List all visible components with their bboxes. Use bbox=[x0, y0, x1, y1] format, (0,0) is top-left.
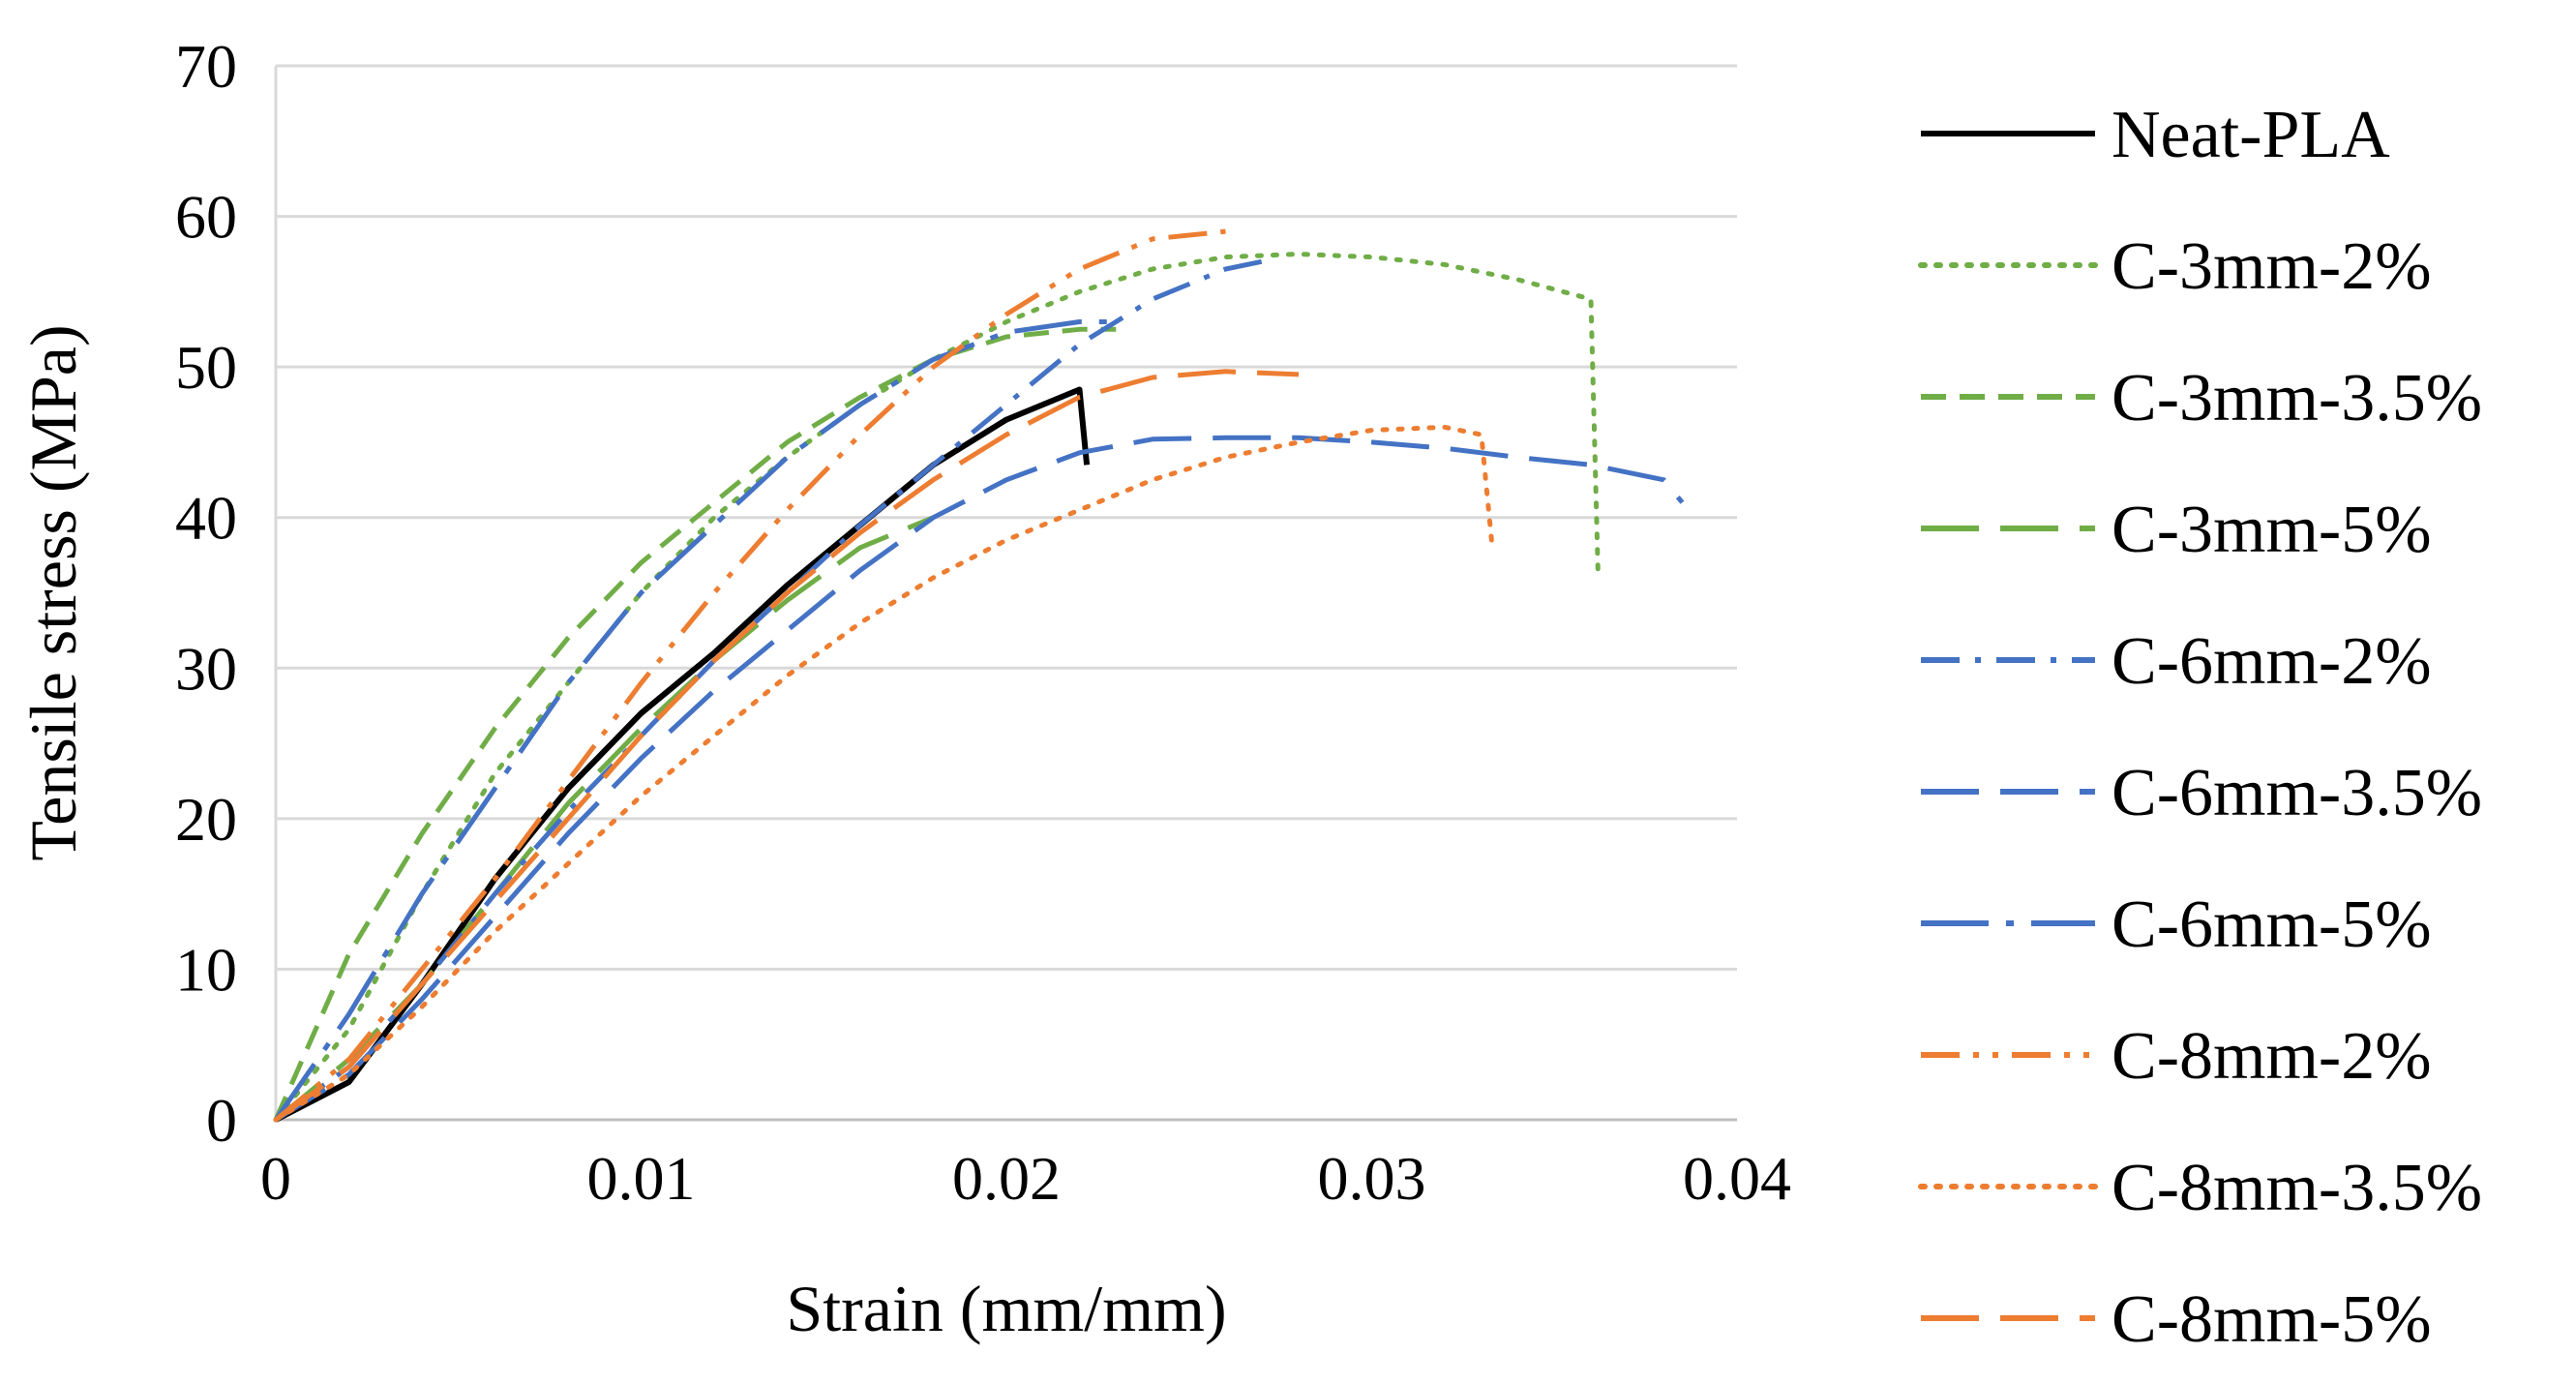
legend-label-8: C-8mm-3.5% bbox=[2112, 1151, 2482, 1225]
y-tick-label: 10 bbox=[175, 935, 237, 1004]
legend-label-5: C-6mm-3.5% bbox=[2112, 756, 2482, 830]
y-axis-label: Tensile stress (MPa) bbox=[16, 324, 90, 860]
y-tick-label: 70 bbox=[175, 32, 237, 101]
y-tick-label: 20 bbox=[175, 785, 237, 854]
series-line-1 bbox=[273, 252, 1601, 1123]
y-tick-label: 50 bbox=[175, 333, 237, 402]
legend-label-6: C-6mm-5% bbox=[2112, 888, 2432, 962]
axes bbox=[274, 66, 1737, 1122]
y-tick-label: 30 bbox=[175, 634, 237, 703]
x-tick-label: 0 bbox=[260, 1144, 291, 1213]
grid-lines bbox=[276, 64, 1737, 971]
y-tick-label: 0 bbox=[206, 1086, 237, 1155]
legend: Neat-PLA C-3mm-2% C-3mm-3.5% C-3mm-5% C-6mm-… bbox=[1918, 98, 2482, 1357]
series-line-6 bbox=[273, 319, 1117, 1122]
y-tick-label: 40 bbox=[175, 484, 237, 553]
series-line-2 bbox=[273, 326, 1117, 1122]
legend-label-4: C-6mm-2% bbox=[2112, 624, 2432, 699]
tick-labels: 0 10 20 30 40 50 60 70 0 0.01 0.02 0.03 0.04 bbox=[175, 32, 1791, 1213]
series-line-5 bbox=[274, 435, 1685, 1123]
series-lines bbox=[273, 228, 1685, 1123]
y-tick-label: 60 bbox=[175, 183, 237, 252]
x-tick-label: 0.01 bbox=[587, 1144, 696, 1213]
x-tick-label: 0.02 bbox=[952, 1144, 1061, 1213]
x-tick-label: 0.03 bbox=[1318, 1144, 1426, 1213]
legend-label-0: Neat-PLA bbox=[2112, 98, 2390, 172]
legend-label-3: C-3mm-5% bbox=[2112, 493, 2432, 567]
legend-label-9: C-8mm-5% bbox=[2112, 1282, 2432, 1357]
series-line-7 bbox=[274, 228, 1226, 1122]
x-tick-label: 0.04 bbox=[1683, 1144, 1791, 1213]
legend-label-2: C-3mm-3.5% bbox=[2112, 361, 2482, 436]
series-line-8 bbox=[273, 424, 1495, 1123]
series-line-3 bbox=[274, 515, 935, 1122]
legend-label-1: C-3mm-2% bbox=[2112, 229, 2432, 304]
series-line-9 bbox=[274, 369, 1300, 1123]
x-axis-label: Strain (mm/mm) bbox=[786, 1272, 1226, 1345]
legend-label-7: C-8mm-2% bbox=[2112, 1019, 2432, 1094]
